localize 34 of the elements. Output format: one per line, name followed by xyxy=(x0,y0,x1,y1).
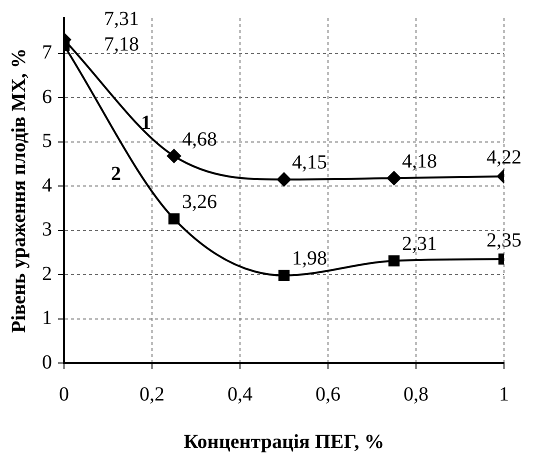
y-tick-label: 5 xyxy=(42,130,52,152)
x-tick-label: 0,6 xyxy=(316,383,340,406)
data-label: 7,31 xyxy=(104,8,139,30)
data-label: 1,98 xyxy=(292,248,327,270)
x-tick-label: 1 xyxy=(499,383,509,406)
data-label: 2,35 xyxy=(486,229,522,252)
point xyxy=(277,172,291,186)
y-tick-label: 7 xyxy=(42,42,52,64)
y-tick-label: 6 xyxy=(42,86,52,108)
data-label: 4,68 xyxy=(182,128,217,150)
point xyxy=(388,255,400,266)
data-label: 4,22 xyxy=(486,146,522,169)
x-axis-title: Концентрація ПЕГ, % xyxy=(184,431,384,454)
data-label: 4,15 xyxy=(292,152,327,174)
x-tick-label: 0,4 xyxy=(228,383,252,406)
series-label: 2 xyxy=(111,162,121,185)
point xyxy=(387,171,401,186)
data-label: 7,18 xyxy=(104,34,139,56)
point xyxy=(278,270,290,282)
series-label: 1 xyxy=(141,112,151,134)
data-label: 4,18 xyxy=(402,150,437,172)
data-label: 2,31 xyxy=(402,233,437,256)
point xyxy=(168,213,180,224)
data-label: 3,26 xyxy=(182,191,217,214)
x-tick-label: 0,2 xyxy=(140,383,164,406)
y-tick-label: 1 xyxy=(42,307,52,330)
x-tick-label: 0,8 xyxy=(404,383,428,406)
y-axis-title: Рівень ураження плодів МХ, % xyxy=(8,48,30,333)
y-tick-label: 0 xyxy=(42,351,52,374)
x-tick-label: 0 xyxy=(59,383,69,406)
y-tick-label: 4 xyxy=(42,174,52,196)
point xyxy=(167,149,181,163)
y-tick-label: 3 xyxy=(42,218,52,241)
y-tick-label: 2 xyxy=(42,262,52,285)
